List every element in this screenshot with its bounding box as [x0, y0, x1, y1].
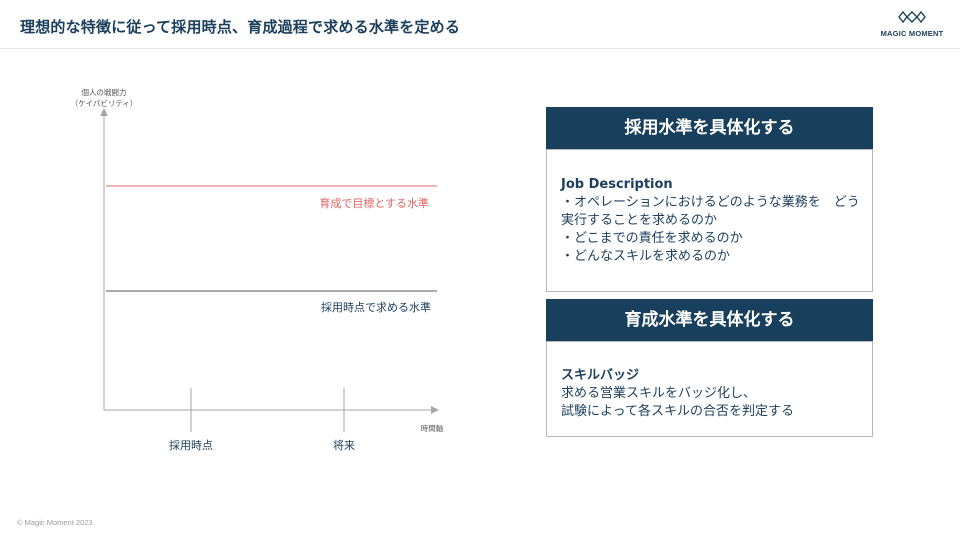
x-axis-label: 時間軸 — [421, 423, 444, 433]
header-divider — [0, 48, 960, 49]
training-box-body: スキルバッジ 求める営業スキルをバッジ化し、 試験によって各スキルの合否を判定す… — [546, 341, 873, 437]
training-box-line: 求める営業スキルをバッジ化し、 — [561, 386, 757, 401]
hiring-box-heading: Job Description — [561, 177, 673, 192]
logo-mark-icon — [898, 10, 926, 24]
copyright-footer: © Magic Moment 2023 — [17, 518, 93, 527]
tick-label-future: 将来 — [333, 439, 355, 452]
training-box-heading: スキルバッジ — [561, 368, 640, 383]
tick-label-hiring: 採用時点 — [169, 438, 213, 452]
company-logo: MAGIC MOMENT — [876, 10, 948, 40]
hiring-box-body: Job Description ・オペレーションにおけるどのような業務を どう … — [546, 149, 873, 292]
page-title: 理想的な特徴に従って採用時点、育成過程で求める水準を定める — [20, 18, 461, 36]
hiring-level-label: 採用時点で求める水準 — [321, 300, 431, 314]
hiring-box-header: 採用水準を具体化する — [546, 107, 873, 149]
hiring-box-line: 実行することを求めるのか — [561, 213, 718, 228]
hiring-box-line: ・オペレーションにおけるどのような業務を どう — [561, 195, 860, 210]
logo-text: MAGIC MOMENT — [880, 29, 944, 38]
training-box-header: 育成水準を具体化する — [546, 299, 873, 341]
hiring-box-line: ・どこまでの責任を求めるのか — [561, 231, 743, 246]
target-level-label: 育成で目標とする水準 — [319, 196, 429, 210]
hiring-box-line: ・どんなスキルを求めるのか — [561, 249, 731, 264]
training-box-line: 試験によって各スキルの合否を判定する — [561, 404, 794, 419]
y-axis-label-sub: （ケイパビリティ） — [71, 99, 138, 108]
y-axis-label: 個人の戦闘力 — [82, 87, 127, 97]
